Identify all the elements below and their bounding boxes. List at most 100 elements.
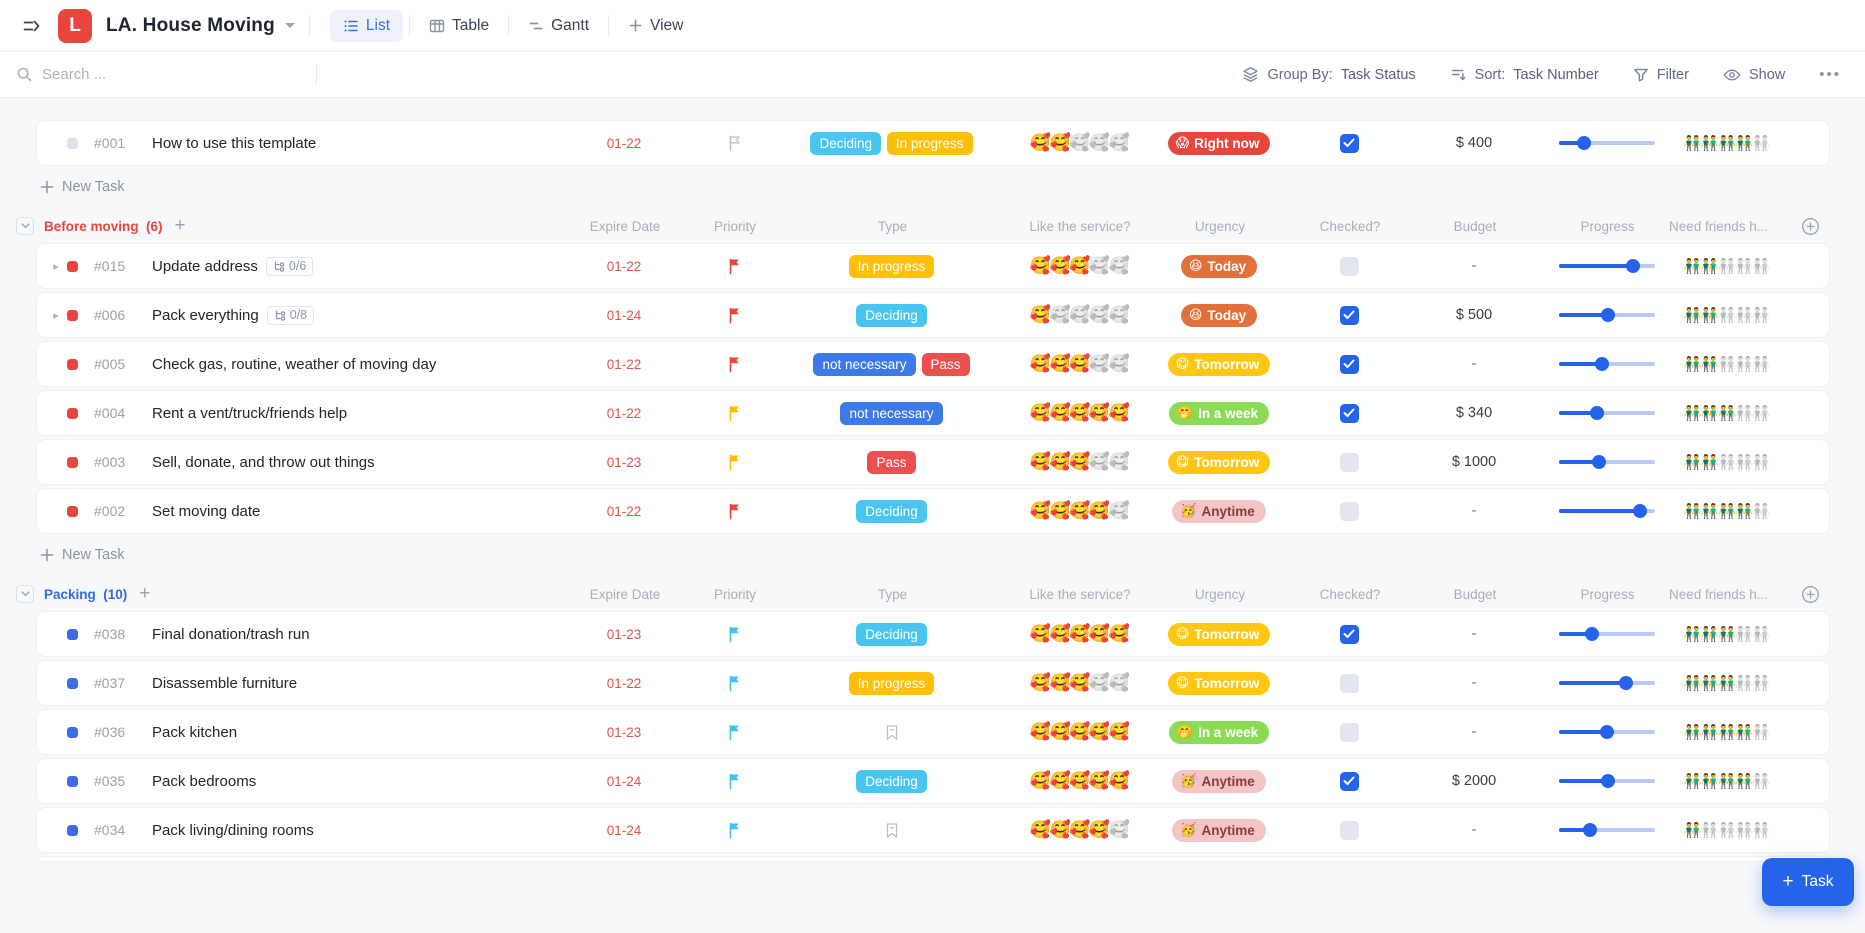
show-control[interactable]: Show (1723, 67, 1785, 83)
need-friends-cell[interactable]: 👬👬👬👬👬 (1664, 675, 1789, 692)
add-task-fab[interactable]: + Task (1762, 858, 1854, 906)
task-status-dot[interactable] (67, 309, 78, 321)
task-title[interactable]: Check gas, routine, weather of moving da… (152, 355, 437, 373)
task-row[interactable]: #034 Pack living/dining rooms 01-24 🥰🥰🥰🥰🥰 🥳 A… (36, 807, 1830, 853)
task-status-dot[interactable] (67, 775, 78, 787)
need-friends-cell[interactable]: 👬👬👬👬👬 (1664, 724, 1789, 741)
budget-cell[interactable]: - (1399, 822, 1549, 838)
budget-cell[interactable]: - (1399, 258, 1549, 274)
expire-date-cell[interactable]: 01-24 (544, 308, 704, 323)
progress-slider[interactable] (1558, 823, 1655, 837)
task-row[interactable]: ▸ #015 Update address 0/6 01-22 In progress 🥰🥰… (36, 243, 1830, 289)
task-row[interactable]: #036 Pack kitchen 01-23 🥰🥰🥰🥰🥰 🤭 In a week - 👬👬👬… (36, 709, 1830, 755)
type-cell[interactable]: Deciding In progress (764, 131, 1019, 155)
type-cell[interactable]: Deciding (764, 499, 1019, 523)
task-status-dot[interactable] (67, 260, 78, 272)
group-add-task-icon[interactable]: + (139, 583, 151, 604)
expire-date-cell[interactable]: 01-24 (544, 823, 704, 838)
urgency-cell[interactable]: 😱 Right now (1139, 131, 1299, 155)
group-by-control[interactable]: Group By: Task Status (1242, 66, 1416, 83)
priority-cell[interactable] (704, 772, 764, 791)
urgency-cell[interactable]: 🥳 Anytime (1139, 769, 1299, 793)
checkbox[interactable] (1339, 256, 1359, 276)
task-title[interactable]: How to use this template (152, 134, 317, 152)
task-title[interactable]: Sell, donate, and throw out things (152, 453, 375, 471)
need-friends-cell[interactable]: 👬👬👬👬👬 (1664, 503, 1789, 520)
progress-slider[interactable] (1558, 136, 1655, 150)
type-cell[interactable]: not necessary (764, 401, 1019, 425)
slider-handle[interactable] (1583, 823, 1598, 837)
budget-cell[interactable]: $ 500 (1399, 307, 1549, 323)
progress-slider[interactable] (1558, 455, 1655, 469)
priority-cell[interactable] (704, 821, 764, 840)
budget-cell[interactable]: - (1399, 503, 1549, 519)
task-status-dot[interactable] (67, 137, 78, 149)
service-rating-cell[interactable]: 🥰🥰🥰🥰🥰 (1019, 354, 1139, 374)
priority-cell[interactable] (704, 404, 764, 423)
urgency-cell[interactable]: 🤭 In a week (1139, 720, 1299, 744)
checkbox[interactable] (1339, 673, 1359, 693)
sidebar-toggle-icon[interactable] (18, 13, 44, 39)
task-row[interactable]: #001 How to use this template 01-22 Decidin… (36, 120, 1830, 166)
type-cell[interactable]: Deciding (764, 303, 1019, 327)
task-row[interactable]: #035 Pack bedrooms 01-24 Deciding 🥰🥰🥰🥰🥰 🥳 Anyt… (36, 758, 1830, 804)
task-title[interactable]: Set moving date (152, 502, 261, 520)
expire-date-cell[interactable]: 01-22 (544, 357, 704, 372)
expire-date-cell[interactable]: 01-23 (544, 455, 704, 470)
progress-slider[interactable] (1558, 676, 1655, 690)
priority-cell[interactable] (704, 453, 764, 472)
slider-handle[interactable] (1591, 455, 1606, 469)
need-friends-cell[interactable]: 👬👬👬👬👬 (1664, 773, 1789, 790)
need-friends-cell[interactable]: 👬👬👬👬👬 (1664, 356, 1789, 373)
type-cell[interactable]: Deciding (764, 769, 1019, 793)
workspace-logo[interactable]: L (58, 8, 92, 43)
progress-slider[interactable] (1558, 357, 1655, 371)
priority-cell[interactable] (704, 625, 764, 644)
task-title[interactable]: Rent a vent/truck/friends help (152, 404, 348, 422)
checkbox[interactable] (1339, 133, 1359, 153)
task-status-dot[interactable] (67, 407, 78, 419)
task-status-dot[interactable] (67, 677, 78, 689)
add-column-button[interactable] (1790, 585, 1830, 604)
group-name[interactable]: Before moving (6) (44, 218, 163, 234)
slider-handle[interactable] (1618, 676, 1633, 690)
task-row[interactable]: #003 Sell, donate, and throw out things 01… (36, 439, 1830, 485)
progress-slider[interactable] (1558, 406, 1655, 420)
urgency-cell[interactable]: 😆 Today (1139, 303, 1299, 327)
slider-handle[interactable] (1626, 259, 1641, 273)
task-status-dot[interactable] (67, 456, 78, 468)
priority-cell[interactable] (704, 502, 764, 521)
type-cell[interactable] (764, 822, 1019, 839)
budget-cell[interactable]: - (1399, 724, 1549, 740)
task-title[interactable]: Pack kitchen (152, 723, 238, 741)
add-view-button[interactable]: View (615, 10, 696, 42)
priority-cell[interactable] (704, 306, 764, 325)
tab-table[interactable]: Table (416, 10, 502, 42)
progress-slider[interactable] (1558, 774, 1655, 788)
tab-list[interactable]: List (329, 9, 404, 42)
urgency-cell[interactable]: 🤭 In a week (1139, 401, 1299, 425)
task-status-dot[interactable] (67, 358, 78, 370)
slider-handle[interactable] (1633, 504, 1648, 518)
task-row[interactable]: #037 Disassemble furniture 01-22 In progres… (36, 660, 1830, 706)
task-row[interactable]: #004 Rent a vent/truck/friends help 01-22 n… (36, 390, 1830, 436)
slider-handle[interactable] (1577, 136, 1592, 150)
expand-arrow-icon[interactable]: ▸ (53, 260, 59, 273)
progress-slider[interactable] (1558, 725, 1655, 739)
checkbox[interactable] (1339, 771, 1359, 791)
tab-gantt[interactable]: Gantt (515, 10, 602, 42)
task-title[interactable]: Disassemble furniture (152, 674, 298, 692)
need-friends-cell[interactable]: 👬👬👬👬👬 (1664, 135, 1789, 152)
subtask-count-badge[interactable]: 0/6 (265, 256, 314, 276)
service-rating-cell[interactable]: 🥰🥰🥰🥰🥰 (1019, 673, 1139, 693)
checkbox[interactable] (1339, 403, 1359, 423)
task-status-dot[interactable] (67, 824, 78, 836)
urgency-cell[interactable]: 😆 Today (1139, 254, 1299, 278)
progress-slider[interactable] (1558, 504, 1655, 518)
budget-cell[interactable]: - (1399, 626, 1549, 642)
checkbox[interactable] (1339, 820, 1359, 840)
type-cell[interactable]: In progress (764, 671, 1019, 695)
priority-cell[interactable] (704, 355, 764, 374)
task-row[interactable]: #038 Final donation/trash run 01-23 Decidin… (36, 611, 1830, 657)
budget-cell[interactable]: - (1399, 356, 1549, 372)
